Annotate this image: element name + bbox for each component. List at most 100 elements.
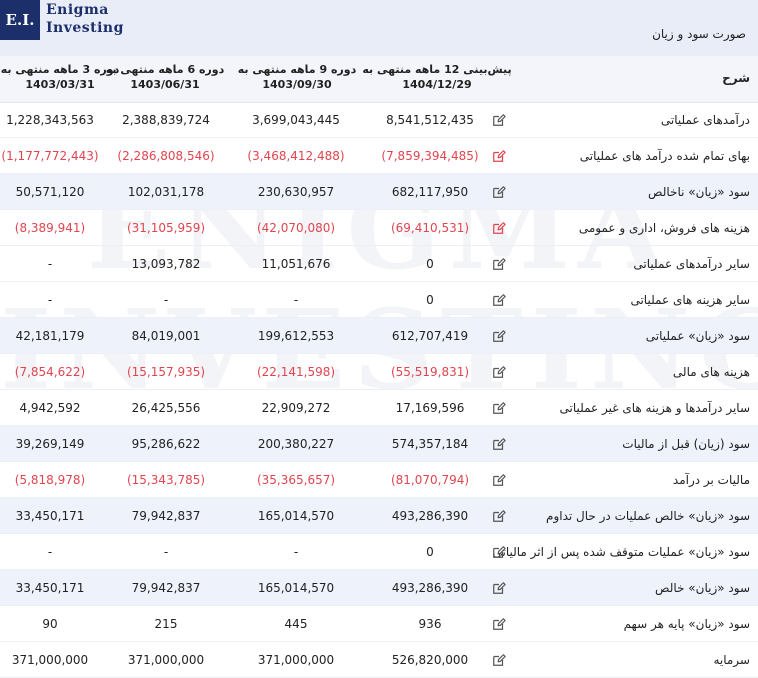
value-cell: - [163, 293, 169, 307]
edit-icon[interactable] [492, 581, 506, 595]
edit-icon[interactable] [492, 329, 506, 343]
value-cell: 42,181,179 [15, 329, 85, 343]
column-header-9m: دوره 9 ماهه منتهی به 1403/09/30 [222, 62, 372, 92]
edit-icon[interactable] [492, 509, 506, 523]
value-cell: 493,286,390 [391, 581, 469, 595]
value-cell: 50,571,120 [15, 185, 85, 199]
edit-icon[interactable] [492, 185, 506, 199]
value-cell: 200,380,227 [257, 437, 335, 451]
value-cell: 4,942,592 [19, 401, 81, 415]
label-column-header: شرح [722, 71, 750, 85]
value-cell: 165,014,570 [257, 581, 335, 595]
row-label: هزینه های فروش، اداری و عمومی [578, 221, 750, 235]
value-cell: (15,343,785) [126, 473, 206, 487]
value-cell: 215 [154, 617, 178, 631]
value-cell: 33,450,171 [15, 581, 85, 595]
value-cell: 493,286,390 [391, 509, 469, 523]
value-cell: 0 [426, 257, 434, 271]
table-row: سایر درآمدهای عملیاتی 0 11,051,676 13,093,7… [0, 246, 758, 282]
value-cell: 39,269,149 [15, 437, 85, 451]
table-row: سود «زیان» پایه هر سهم 936 445 215 90 [0, 606, 758, 642]
value-cell: 371,000,000 [127, 653, 205, 667]
logo-mark: E.I. [0, 0, 40, 40]
table-row: بهای تمام شده درآمد های عملیاتی (7,859,39… [0, 138, 758, 174]
table-row: هزینه های فروش، اداری و عمومی (69,410,531… [0, 210, 758, 246]
value-cell: 526,820,000 [391, 653, 469, 667]
column-header-line1: دوره 6 ماهه منتهی به [105, 63, 225, 76]
value-cell: 79,942,837 [131, 581, 201, 595]
edit-icon[interactable] [492, 221, 506, 235]
value-cell: 445 [284, 617, 308, 631]
logo-text-line-2: Investing [46, 20, 124, 36]
row-label: سایر درآمدهای عملیاتی [633, 257, 750, 271]
value-cell: (8,389,941) [14, 221, 86, 235]
column-header-3m: دوره 3 ماهه منتهی به 1403/03/31 [0, 62, 135, 92]
value-cell: 84,019,001 [131, 329, 201, 343]
edit-icon[interactable] [492, 473, 506, 487]
row-label: سایر هزینه های عملیاتی [630, 293, 750, 307]
value-cell: (15,157,935) [126, 365, 206, 379]
column-header-line2: 1404/12/29 [402, 78, 472, 91]
edit-icon[interactable] [492, 401, 506, 415]
row-label: سود «زیان» پایه هر سهم [623, 617, 750, 631]
value-cell: (22,141,598) [256, 365, 336, 379]
table-row: سود «زیان» خالص 493,286,390 165,014,570 79,… [0, 570, 758, 606]
value-cell: 574,357,184 [391, 437, 469, 451]
value-cell: - [163, 545, 169, 559]
value-cell: (81,070,794) [390, 473, 470, 487]
row-label: بهای تمام شده درآمد های عملیاتی [579, 149, 750, 163]
value-cell: 90 [42, 617, 58, 631]
value-cell: 2,388,839,724 [122, 113, 210, 127]
value-cell: - [293, 545, 299, 559]
value-cell: 612,707,419 [391, 329, 469, 343]
value-cell: (7,859,394,485) [381, 149, 479, 163]
column-header-line1: پیش‌بینی 12 ماهه منتهی به [362, 63, 512, 76]
value-cell: 22,909,272 [261, 401, 331, 415]
table-row: درآمدهای عملیاتی 8,541,512,435 3,699,043,4… [0, 102, 758, 138]
value-cell: 11,051,676 [261, 257, 331, 271]
column-header-line1: دوره 9 ماهه منتهی به [237, 63, 357, 76]
edit-icon[interactable] [492, 653, 506, 667]
edit-icon[interactable] [492, 293, 506, 307]
value-cell: - [47, 293, 53, 307]
row-label: سود «زیان» ناخالص [648, 185, 750, 199]
row-label: سود «زیان» خالص [655, 581, 750, 595]
value-cell: - [47, 545, 53, 559]
row-label: درآمدهای عملیاتی [660, 113, 750, 127]
edit-icon[interactable] [492, 617, 506, 631]
value-cell: 936 [418, 617, 442, 631]
value-cell: 230,630,957 [257, 185, 335, 199]
page-title: صورت سود و زیان [652, 27, 746, 41]
row-label: هزینه های مالی [672, 365, 750, 379]
value-cell: 0 [426, 293, 434, 307]
value-cell: (3,468,412,488) [247, 149, 345, 163]
value-cell: 79,942,837 [131, 509, 201, 523]
table-row: سرمایه 526,820,000 371,000,000 371,000,000 3… [0, 642, 758, 678]
logo[interactable]: E.I. Enigma Investing [0, 0, 132, 40]
table-row: سایر درآمدها و هزینه های غیر عملیاتی 17,1… [0, 390, 758, 426]
value-cell: 1,228,343,563 [6, 113, 94, 127]
value-cell: (35,365,657) [256, 473, 336, 487]
column-header-line1: دوره 3 ماهه منتهی به [0, 63, 120, 76]
row-label: سود (زیان) قبل از مالیات [622, 437, 750, 451]
column-header-forecast-12m: پیش‌بینی 12 ماهه منتهی به 1404/12/29 [362, 62, 512, 92]
table-row: سود «زیان» خالص عملیات در حال تداوم 493,2… [0, 498, 758, 534]
edit-icon[interactable] [492, 113, 506, 127]
edit-icon[interactable] [492, 437, 506, 451]
table-row: سود «زیان» عملیات متوقف شده پس از اثر ما… [0, 534, 758, 570]
table-row: سایر هزینه های عملیاتی 0 - - - [0, 282, 758, 318]
edit-icon[interactable] [492, 545, 506, 559]
value-cell: - [47, 257, 53, 271]
edit-icon[interactable] [492, 149, 506, 163]
value-cell: 13,093,782 [131, 257, 201, 271]
value-cell: 165,014,570 [257, 509, 335, 523]
value-cell: 682,117,950 [391, 185, 469, 199]
row-label: مالیات بر درآمد [672, 473, 750, 487]
row-label: سرمایه [713, 653, 750, 667]
edit-icon[interactable] [492, 257, 506, 271]
table-row: هزینه های مالی (55,519,831) (22,141,598) (1… [0, 354, 758, 390]
page-header: E.I. Enigma Investing صورت سود و زیان [0, 0, 758, 56]
row-label: سایر درآمدها و هزینه های غیر عملیاتی [559, 401, 750, 415]
row-label: سود «زیان» عملیات متوقف شده پس از اثر ما… [492, 545, 750, 559]
edit-icon[interactable] [492, 365, 506, 379]
